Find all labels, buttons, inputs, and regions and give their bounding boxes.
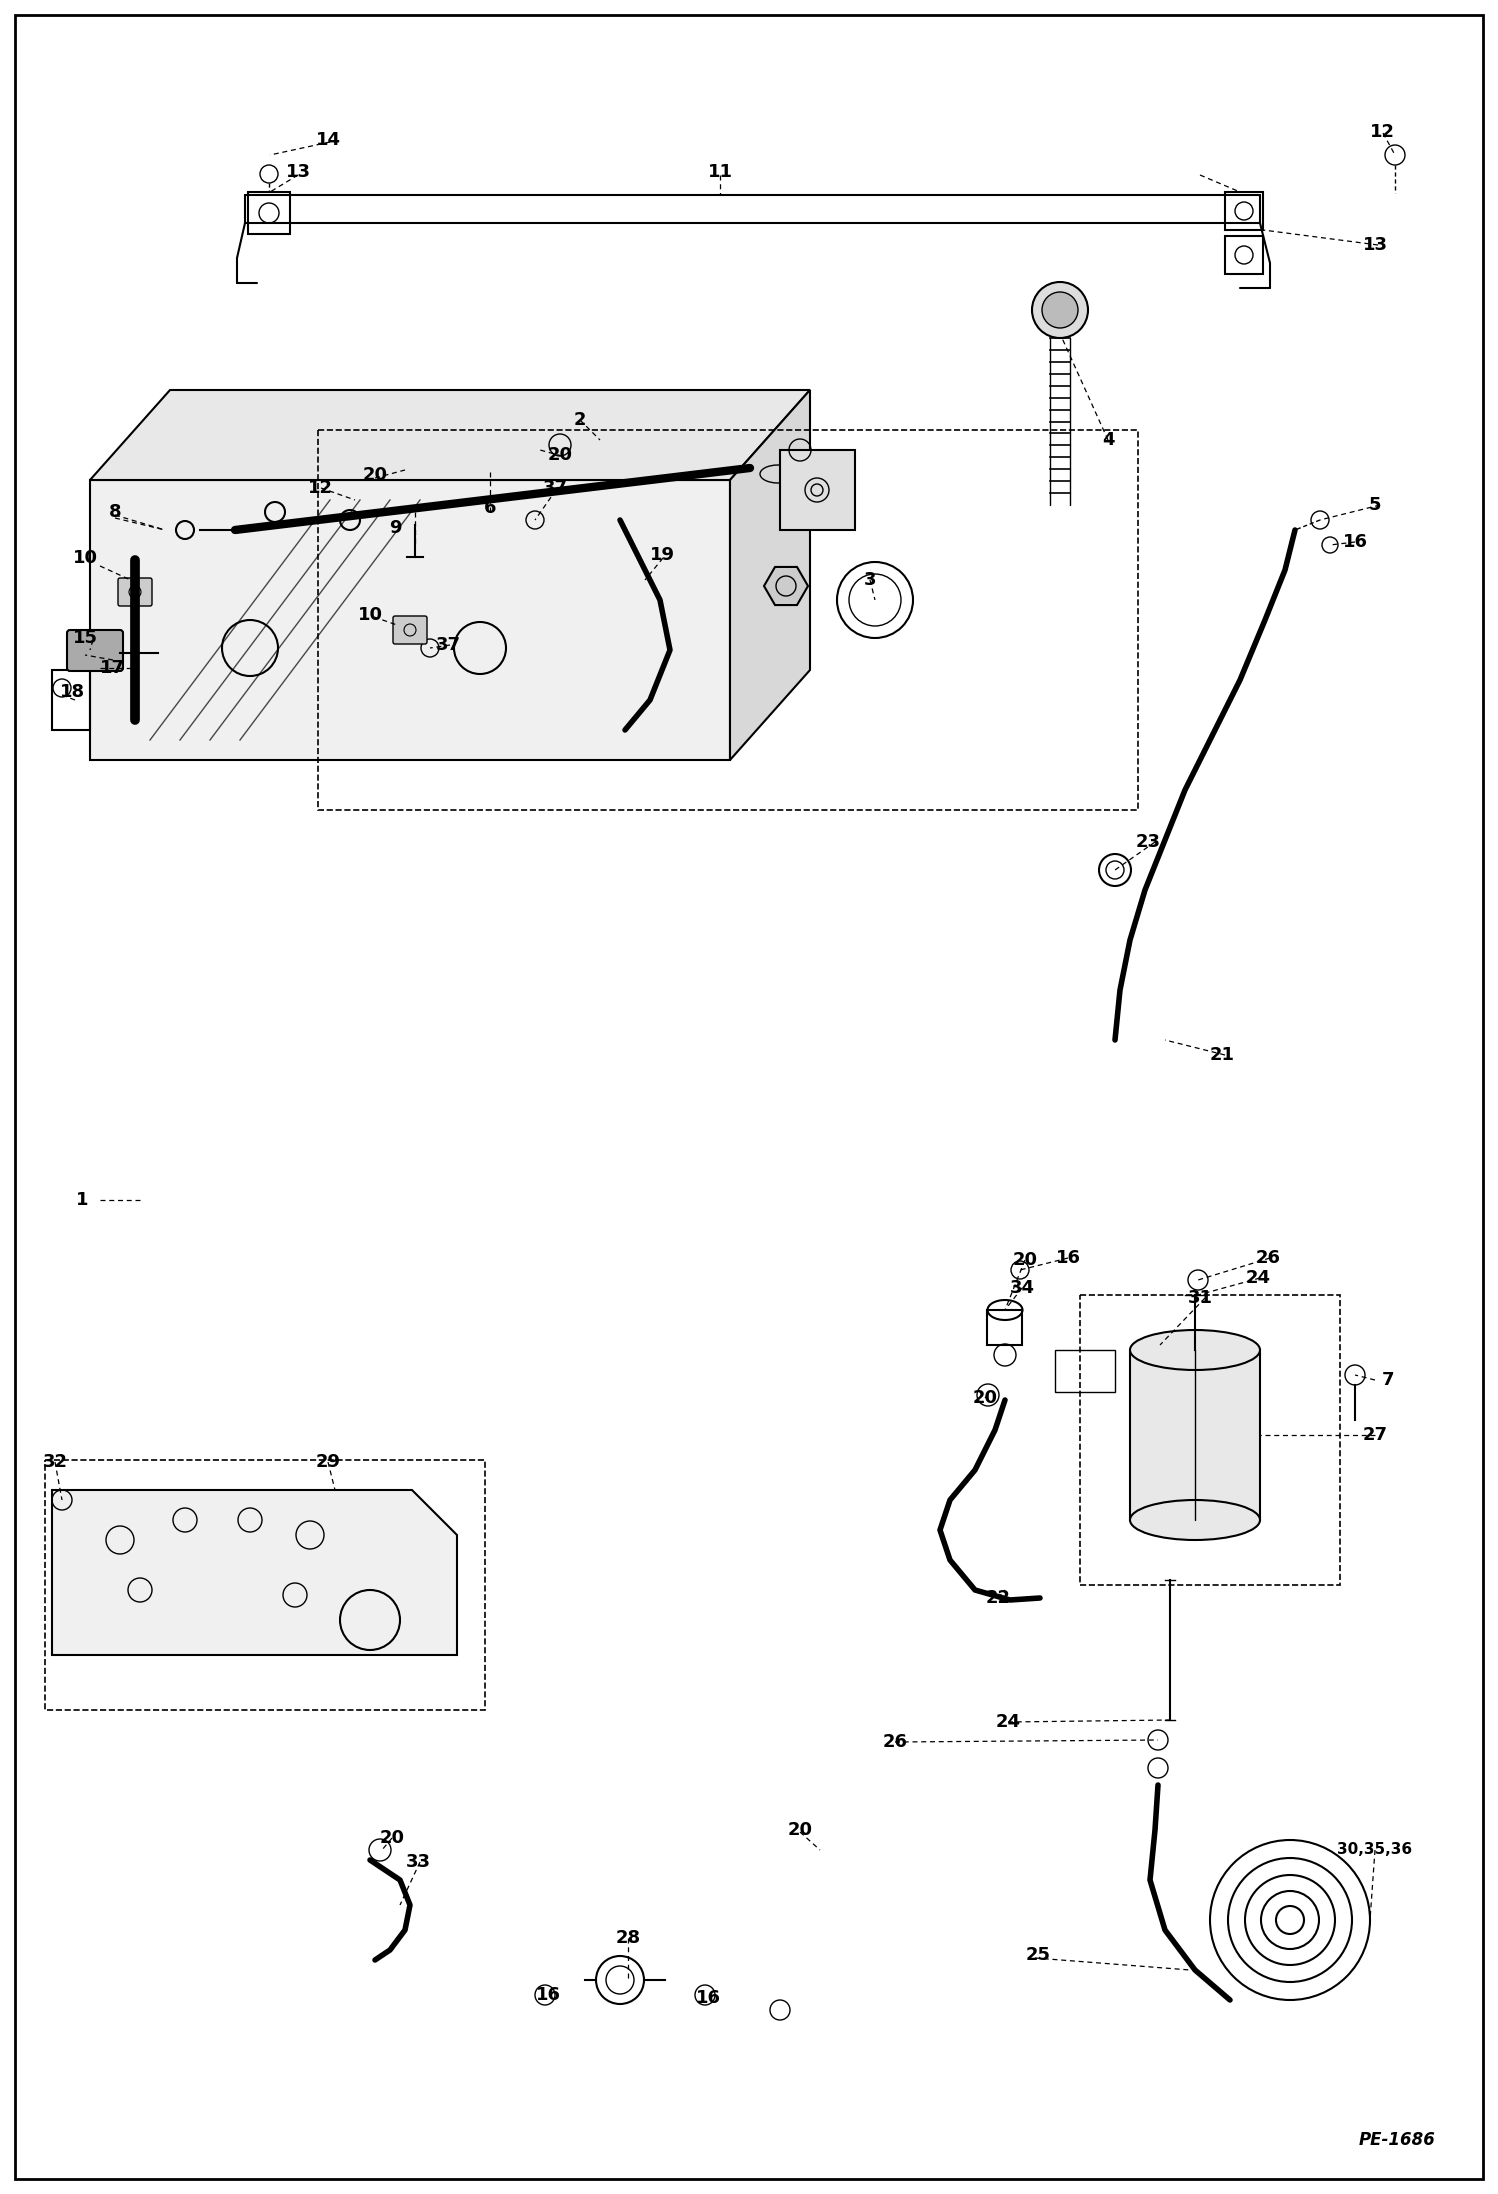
Bar xyxy=(45,1459,485,1709)
Text: 37: 37 xyxy=(542,478,568,498)
Text: 20: 20 xyxy=(1013,1251,1038,1268)
Ellipse shape xyxy=(1129,1330,1260,1369)
Ellipse shape xyxy=(1129,1501,1260,1540)
Circle shape xyxy=(1043,292,1079,327)
Text: 27: 27 xyxy=(1363,1426,1387,1444)
Text: 6: 6 xyxy=(484,498,496,518)
Polygon shape xyxy=(52,1490,457,1654)
Text: 10: 10 xyxy=(358,606,382,623)
Text: 20: 20 xyxy=(379,1830,404,1847)
Text: 9: 9 xyxy=(389,520,401,538)
Circle shape xyxy=(1032,283,1088,338)
Text: 20: 20 xyxy=(972,1389,998,1406)
Text: 8: 8 xyxy=(109,502,121,520)
Text: 1: 1 xyxy=(76,1191,88,1209)
Text: 5: 5 xyxy=(1369,496,1381,513)
Text: 20: 20 xyxy=(363,465,388,485)
Text: 4: 4 xyxy=(1101,430,1115,450)
Text: 29: 29 xyxy=(316,1452,340,1470)
Text: 17: 17 xyxy=(99,658,124,678)
Text: 30,35,36: 30,35,36 xyxy=(1338,1843,1413,1858)
Text: 19: 19 xyxy=(650,546,674,564)
Text: 23: 23 xyxy=(1135,834,1161,851)
Text: 3: 3 xyxy=(864,570,876,588)
Text: 18: 18 xyxy=(60,682,84,702)
Text: 24: 24 xyxy=(1245,1268,1270,1288)
Text: 21: 21 xyxy=(1209,1047,1234,1064)
Polygon shape xyxy=(90,480,730,759)
Text: 20: 20 xyxy=(788,1821,812,1839)
Bar xyxy=(780,450,855,531)
Text: 22: 22 xyxy=(986,1588,1011,1606)
Text: 37: 37 xyxy=(436,636,460,654)
Polygon shape xyxy=(90,391,810,480)
Text: PE-1686: PE-1686 xyxy=(1359,2130,1437,2148)
FancyBboxPatch shape xyxy=(118,577,151,606)
Text: 15: 15 xyxy=(72,630,97,647)
Text: 32: 32 xyxy=(42,1452,67,1470)
FancyBboxPatch shape xyxy=(392,617,427,645)
Text: 12: 12 xyxy=(307,478,333,498)
Text: 13: 13 xyxy=(286,162,310,180)
Bar xyxy=(1225,237,1263,274)
Text: 34: 34 xyxy=(1010,1279,1035,1297)
Bar xyxy=(1055,1349,1115,1391)
Text: 24: 24 xyxy=(996,1714,1020,1731)
Bar xyxy=(1225,193,1263,230)
Text: 13: 13 xyxy=(1363,237,1387,255)
Text: 31: 31 xyxy=(1188,1290,1212,1308)
Bar xyxy=(1129,1349,1260,1520)
Bar xyxy=(987,1310,1022,1345)
Text: 33: 33 xyxy=(406,1854,430,1871)
Text: 2: 2 xyxy=(574,410,586,430)
Text: 16: 16 xyxy=(695,1990,721,2008)
Text: 25: 25 xyxy=(1026,1946,1050,1964)
Text: 28: 28 xyxy=(616,1929,641,1946)
Bar xyxy=(318,430,1138,810)
Text: 12: 12 xyxy=(1369,123,1395,140)
Text: 20: 20 xyxy=(547,445,572,463)
Text: 14: 14 xyxy=(316,132,340,149)
Text: 26: 26 xyxy=(882,1733,908,1751)
Polygon shape xyxy=(764,566,807,606)
Text: 10: 10 xyxy=(72,548,97,566)
Bar xyxy=(1080,1294,1341,1584)
Text: 16: 16 xyxy=(1342,533,1368,551)
Text: 16: 16 xyxy=(1056,1248,1080,1266)
FancyBboxPatch shape xyxy=(67,630,123,671)
Text: 11: 11 xyxy=(707,162,733,180)
Polygon shape xyxy=(730,391,810,759)
Text: 26: 26 xyxy=(1255,1248,1281,1266)
Bar xyxy=(249,193,291,235)
Text: 16: 16 xyxy=(535,1986,560,2003)
Text: 7: 7 xyxy=(1381,1371,1395,1389)
